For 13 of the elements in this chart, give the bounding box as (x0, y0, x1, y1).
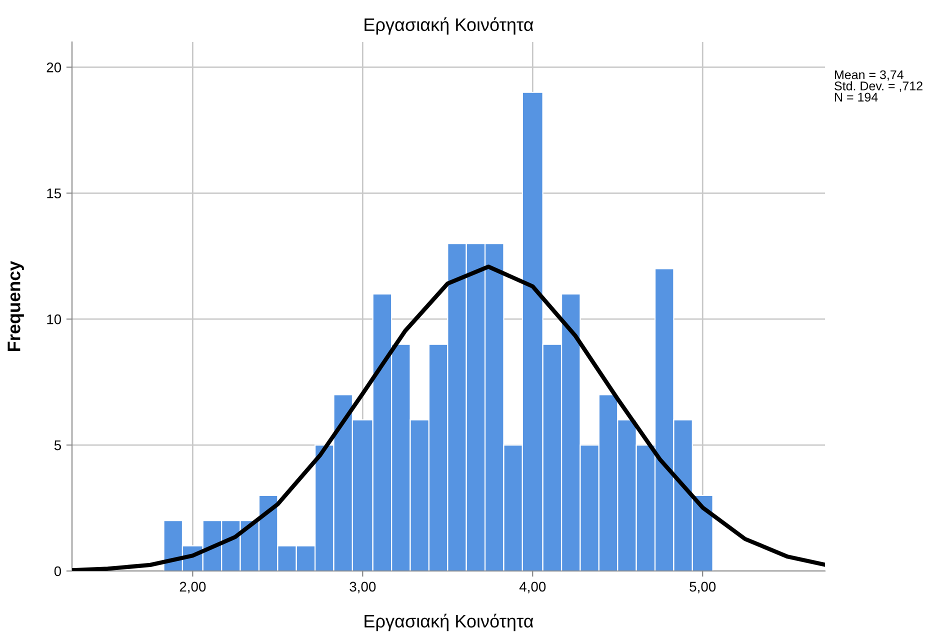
x-tick-label: 2,00 (180, 582, 206, 594)
x-tick-label: 5,00 (690, 582, 716, 594)
text: Mean = 3,74 Std. Dev. = ,712 N = 194 (834, 70, 922, 102)
x-axis-title: Εργασιακή Κοινότητα (364, 614, 534, 632)
x-tick-label: 3,00 (350, 582, 376, 594)
y-axis-title: Frequency (8, 260, 24, 351)
y-tick-label: 15 (47, 188, 62, 198)
y-tick-label: 10 (47, 314, 62, 324)
y-tick-label: 5 (54, 440, 61, 450)
y-tick-label: 0 (54, 566, 62, 576)
y-tick-label: 20 (46, 62, 62, 72)
chart-title: Εργασιακή Κοινότητα (364, 17, 534, 35)
x-tick-label: 4,00 (519, 582, 546, 594)
